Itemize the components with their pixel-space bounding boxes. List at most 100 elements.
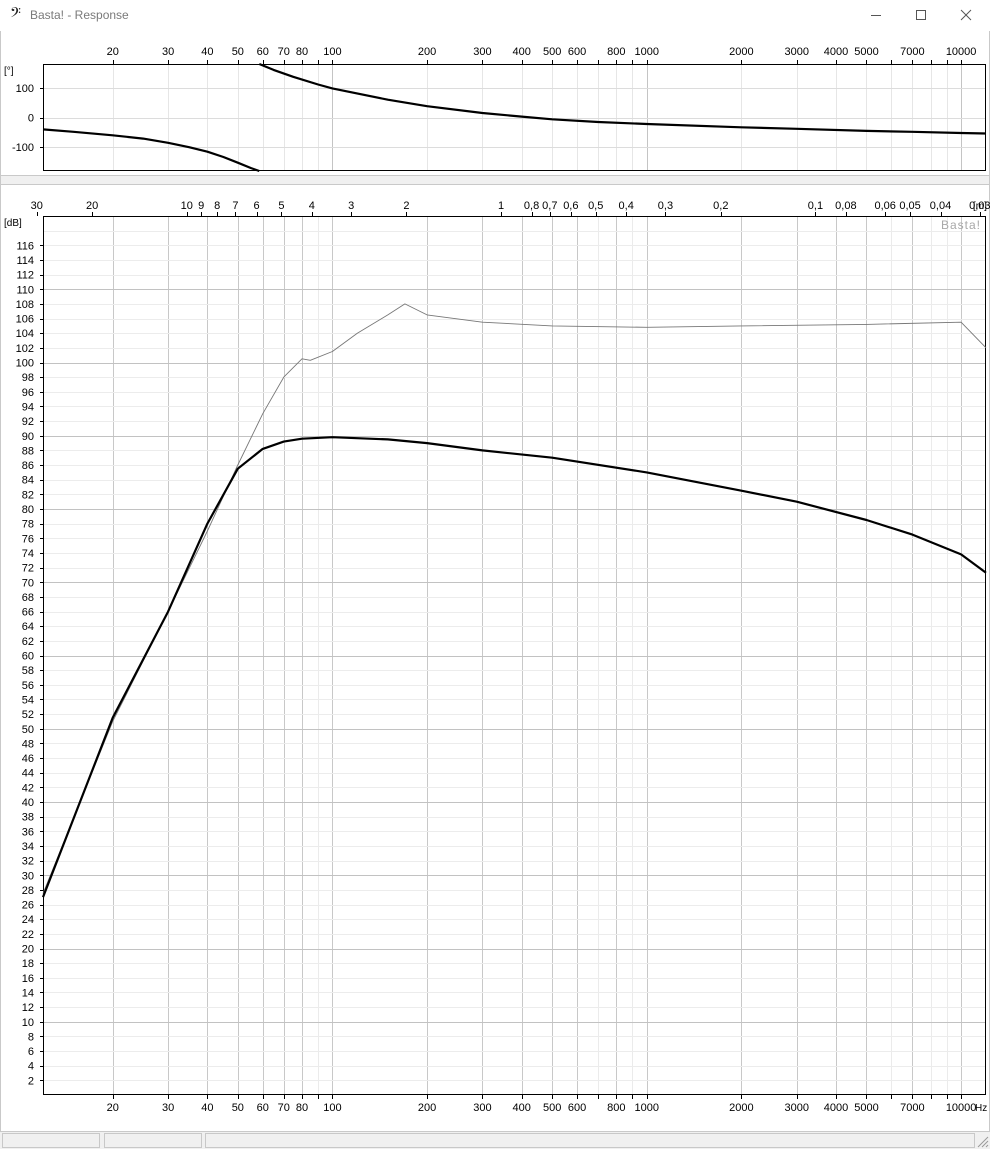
phase-y-tick-label: 0 [28,113,34,125]
wavelength-tick-label: 10 [181,200,193,212]
phase-grid [43,64,986,171]
magnitude-y-tick-label: 68 [22,592,34,604]
magnitude-x-tick-label: 5000 [854,1102,878,1114]
magnitude-y-tick-label: 76 [22,533,34,545]
wavelength-tick-label: 0,3 [658,200,673,212]
magnitude-x-tick-label: 50 [232,1102,244,1114]
phase-series-line [42,128,260,173]
maximize-icon [916,10,926,20]
magnitude-y-tick-label: 44 [22,768,34,780]
wavelength-tick-label: 0,2 [713,200,728,212]
minimize-button[interactable] [853,0,899,31]
wavelength-tick-label: 8 [214,200,220,212]
phase-y-axis-label: [°] [4,66,14,77]
wavelength-tick-label: 0,06 [874,200,895,212]
phase-x-tick-label: 800 [607,46,625,58]
wavelength-axis-unit: [m] [973,201,987,212]
magnitude-y-tick-label: 112 [16,270,34,282]
magnitude-x-tick-label: 4000 [824,1102,848,1114]
magnitude-x-tick-label: 2000 [729,1102,753,1114]
magnitude-y-tick-label: 22 [22,929,34,941]
magnitude-y-tick-label: 92 [22,416,34,428]
phase-x-tick-label: 80 [296,46,308,58]
magnitude-y-tick-label: 26 [22,900,34,912]
magnitude-x-tick-label: 70 [278,1102,290,1114]
wavelength-tick-label: 7 [232,200,238,212]
title-bar: 𝄢 Basta! - Response [0,0,990,31]
magnitude-y-tick-label: 4 [28,1061,34,1073]
size-grip-icon[interactable] [977,1136,989,1148]
wavelength-tick-label: 0,04 [930,200,951,212]
phase-x-tick-label: 500 [543,46,561,58]
phase-x-tick-label: 40 [201,46,213,58]
phase-y-tick-label: 100 [16,83,34,95]
watermark-label: Basta! [941,218,981,232]
wavelength-tick-label: 20 [86,200,98,212]
wavelength-tick-label: 2 [403,200,409,212]
phase-chart[interactable]: 20 30 40 50 60 70 80 100 200 300 400 500 600 800 1000 2… [0,31,990,175]
wavelength-tick-label: 6 [253,200,259,212]
phase-series-line [258,62,987,135]
close-button[interactable] [944,0,990,31]
magnitude-y-tick-label: 110 [16,284,34,296]
maximize-button[interactable] [898,0,944,31]
wavelength-tick-label: 0,05 [899,200,920,212]
magnitude-y-tick-label: 78 [22,519,34,531]
magnitude-y-tick-label: 18 [22,958,34,970]
phase-x-tick-label: 5000 [854,46,878,58]
phase-x-tick-label: 10000 [946,46,977,58]
phase-x-tick-label: 60 [257,46,269,58]
phase-x-tick-label: 200 [418,46,436,58]
magnitude-x-tick-label: 7000 [900,1102,924,1114]
wavelength-tick-label: 0,1 [808,200,823,212]
window-border-left [0,31,1,1131]
status-panel [2,1133,100,1148]
window-title: Basta! - Response [30,8,129,22]
magnitude-y-tick-label: 24 [22,914,34,926]
magnitude-y-tick-label: 6 [28,1046,34,1058]
magnitude-y-tick-label: 54 [22,694,34,706]
magnitude-y-tick-label: 14 [22,987,34,999]
magnitude-y-tick-label: 100 [16,358,34,370]
magnitude-y-tick-label: 80 [22,504,34,516]
wavelength-tick-label: 0,6 [563,200,578,212]
wavelength-tick-label: 0,5 [588,200,603,212]
magnitude-x-tick-label: 3000 [785,1102,809,1114]
magnitude-y-tick-label: 48 [22,738,34,750]
magnitude-x-tick-label: 400 [513,1102,531,1114]
magnitude-y-axis-label: [dB] [4,218,22,229]
wavelength-tick-label: 0,03 [969,200,990,212]
magnitude-x-tick-label: 30 [162,1102,174,1114]
phase-x-tick-label: 3000 [785,46,809,58]
magnitude-y-tick-label: 8 [28,1031,34,1043]
pane-splitter[interactable] [1,175,989,185]
magnitude-y-tick-label: 96 [22,387,34,399]
minimize-icon [871,15,881,16]
phase-x-tick-label: 300 [473,46,491,58]
magnitude-plot-frame [43,216,986,1095]
phase-y-tick-label: -100 [12,142,34,154]
magnitude-y-tick-label: 86 [22,460,34,472]
magnitude-y-tick-label: 114 [16,255,34,267]
magnitude-y-tick-label: 16 [22,973,34,985]
magnitude-x-tick-label: 800 [607,1102,625,1114]
magnitude-y-tick-label: 50 [22,724,34,736]
magnitude-y-tick-label: 34 [22,841,34,853]
magnitude-y-tick-label: 108 [16,299,34,311]
phase-x-tick-label: 400 [513,46,531,58]
magnitude-y-tick-label: 90 [22,431,34,443]
magnitude-x-tick-label: 200 [418,1102,436,1114]
wavelength-tick-label: 0,7 [542,200,557,212]
phase-plot-frame [43,64,986,171]
magnitude-x-tick-label: 500 [543,1102,561,1114]
magnitude-chart[interactable]: 30 20 10 9 8 7 6 5 4 3 2 1 0,8 0,7 0,6 0,5 0,4 0,3 0,2 0,1 0… [0,185,990,1131]
wavelength-tick-label: 0,4 [619,200,634,212]
phase-x-tick-label: 50 [232,46,244,58]
magnitude-y-tick-label: 2 [28,1075,34,1087]
magnitude-y-tick-label: 98 [22,372,34,384]
magnitude-y-tick-label: 42 [22,782,34,794]
magnitude-y-tick-label: 104 [16,328,34,340]
magnitude-y-tick-label: 102 [16,343,34,355]
wavelength-tick-label: 9 [198,200,204,212]
bass-clef-icon: 𝄢 [10,5,21,25]
